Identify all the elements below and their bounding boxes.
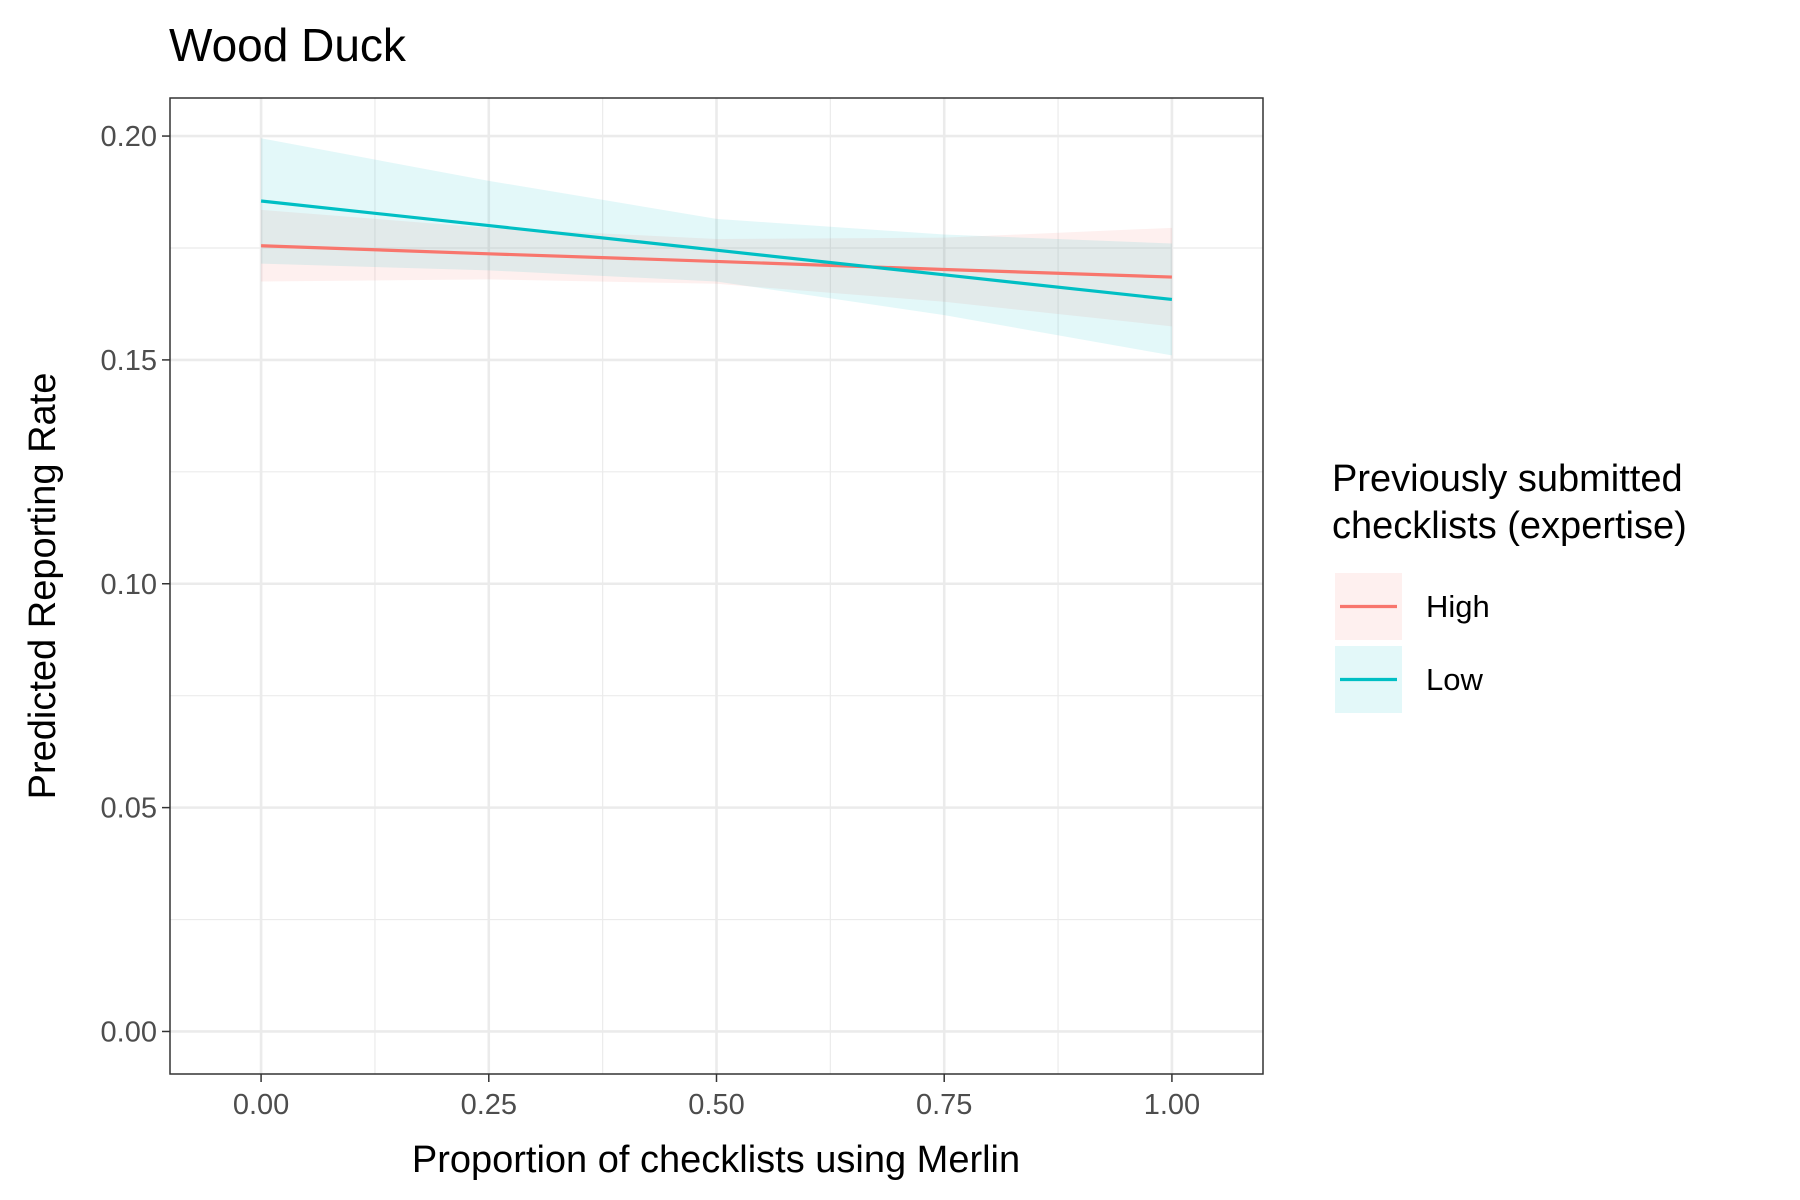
x-tick-label: 0.25 [461, 1089, 517, 1121]
legend-title-line: checklists (expertise) [1332, 505, 1687, 547]
y-tick-label: 0.00 [101, 1016, 157, 1048]
x-tick-label: 0.50 [688, 1089, 744, 1121]
legend-title: Previously submitted checklists (expertis… [1332, 458, 1687, 547]
y-tick-label: 0.05 [101, 793, 157, 825]
ribbon-low [261, 138, 1172, 356]
y-axis: 0.00 0.05 0.10 0.15 0.20 [101, 121, 170, 1048]
major-gridlines [170, 98, 1263, 1074]
x-tick-label: 0.75 [916, 1089, 972, 1121]
legend-label-high: High [1426, 589, 1490, 624]
legend-keys: High Low [1335, 573, 1490, 713]
ribbon-high [261, 209, 1172, 327]
x-tick-label: 1.00 [1144, 1089, 1200, 1121]
chart-title: Wood Duck [169, 19, 407, 71]
y-tick-label: 0.15 [101, 345, 157, 377]
confidence-ribbons [261, 138, 1172, 356]
x-axis: 0.00 0.25 0.50 0.75 1.00 [233, 1074, 1200, 1121]
x-tick-label: 0.00 [233, 1089, 289, 1121]
line-low [260, 199, 1173, 302]
x-axis-title: Proportion of checklists using Merlin [412, 1139, 1020, 1181]
plot-area [169, 97, 1264, 1075]
line-high [261, 244, 1172, 279]
y-axis-title: Predicted Reporting Rate [22, 373, 64, 800]
y-tick-label: 0.20 [101, 121, 157, 153]
legend: Previously submitted checklists (expertis… [1332, 458, 1687, 713]
y-tick-label: 0.10 [101, 569, 157, 601]
series-lines [260, 199, 1173, 302]
legend-title-line: Previously submitted [1332, 458, 1683, 500]
legend-label-low: Low [1426, 662, 1483, 697]
